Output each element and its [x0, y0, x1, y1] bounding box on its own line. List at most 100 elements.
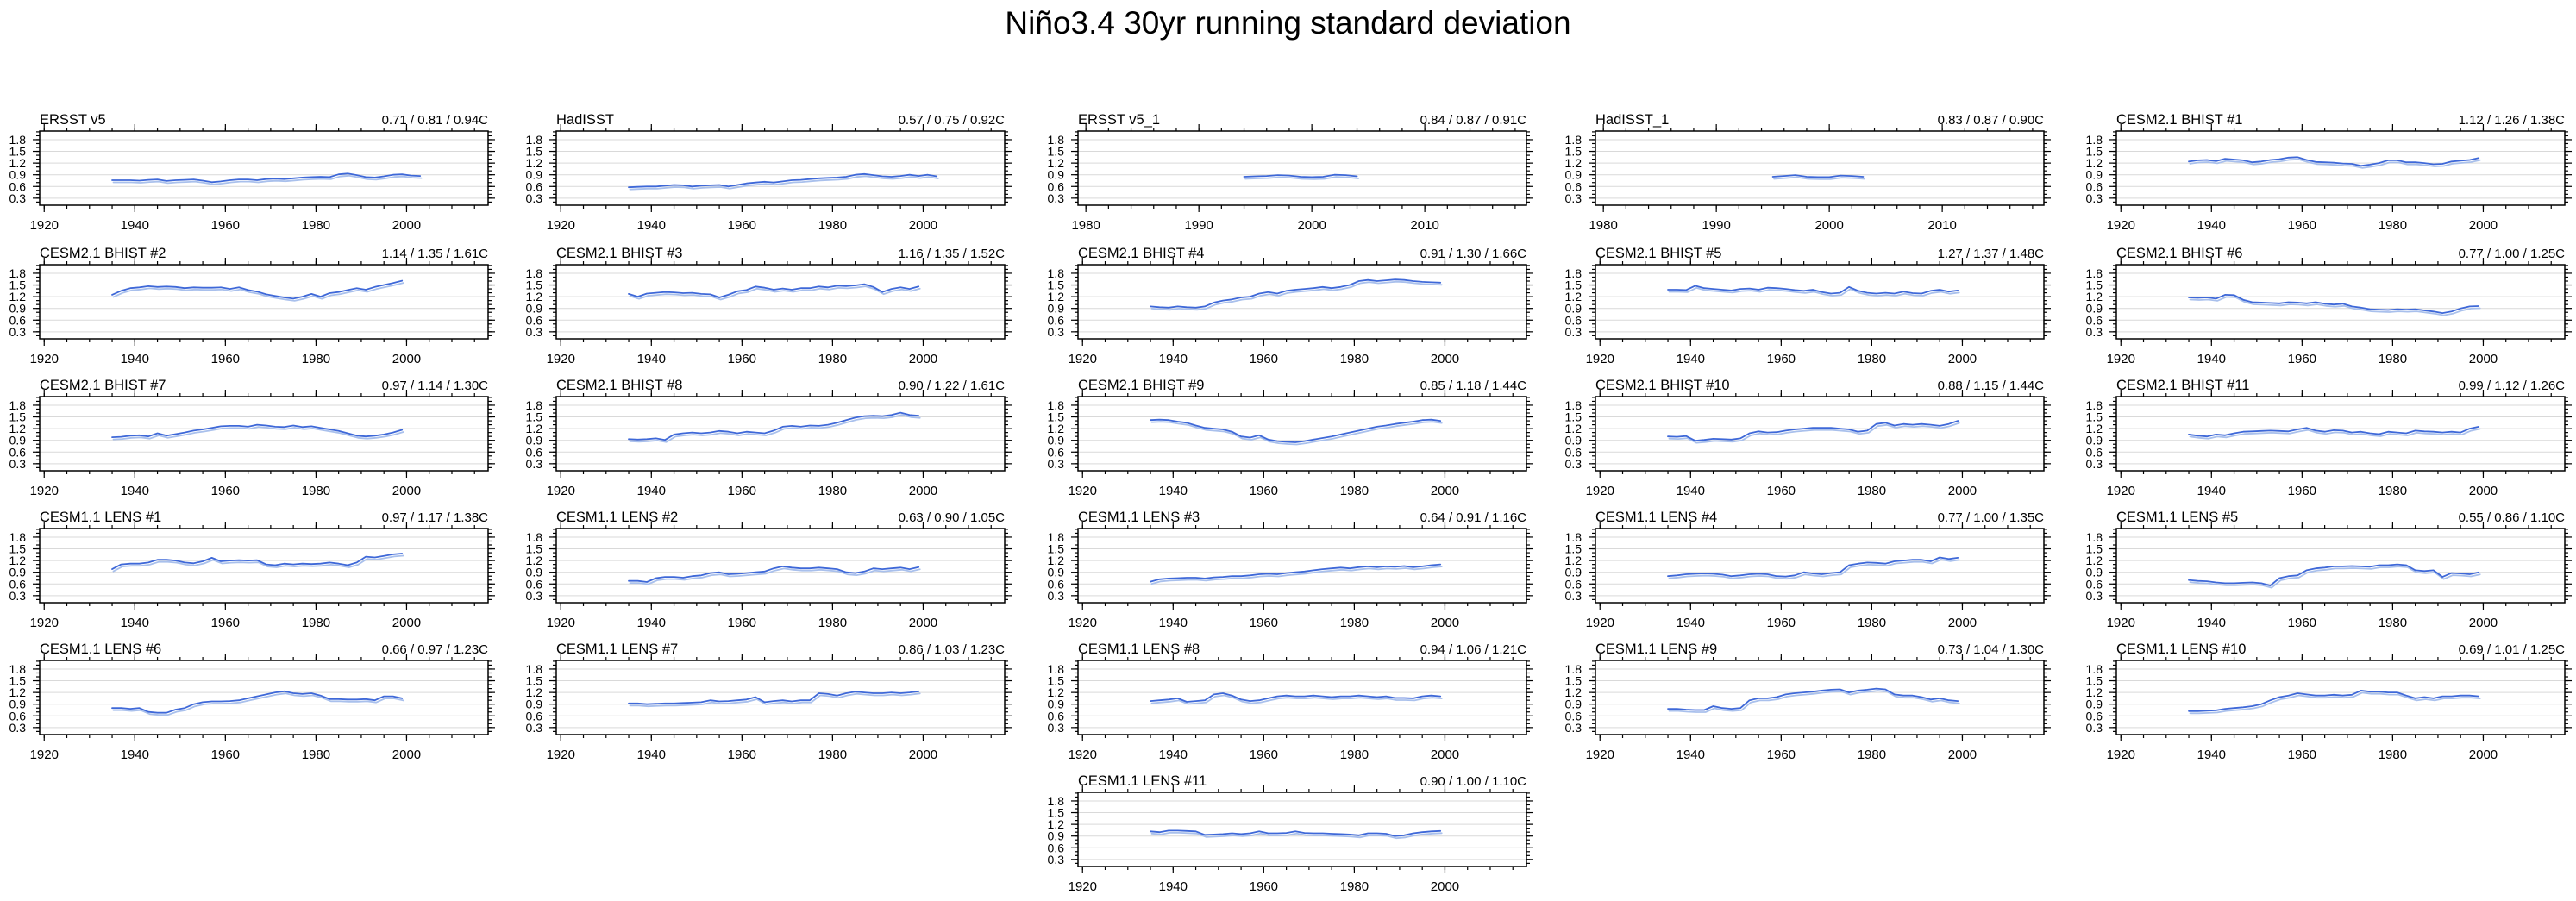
- panel-stats-min-mean-max: 1.27 / 1.37 / 1.48C: [1938, 247, 2045, 261]
- panel-title: CESM2.1 BHIST #3: [556, 246, 682, 261]
- x-tick-label: 1980: [302, 484, 330, 498]
- x-tick-label: 1980: [2379, 352, 2407, 366]
- panel-cesm2-1-bhist-11: CESM2.1 BHIST #11 0.99 / 1.12 / 1.26C 0.3 0…: [2077, 369, 2576, 504]
- panel-title: ERSST v5: [40, 112, 106, 128]
- x-tick-label: 1940: [2197, 484, 2226, 498]
- y-tick-label: 0.6: [2086, 709, 2103, 723]
- x-tick-label: 1980: [1340, 748, 1369, 762]
- y-tick-label: 0.9: [9, 302, 27, 316]
- x-tick-label: 1960: [1250, 616, 1278, 630]
- x-tick-label: 1940: [1677, 352, 1705, 366]
- panel-title: CESM1.1 LENS #4: [1595, 510, 1717, 525]
- x-tick-label: 1940: [2197, 218, 2226, 233]
- stddev-line-echo: [629, 567, 921, 585]
- panel-hadisst: HadISST 0.57 / 0.75 / 0.92C 0.3 0.6 0.9 1.2 1.…: [517, 103, 1018, 239]
- panel-title: CESM2.1 BHIST #10: [1595, 378, 1730, 393]
- x-tick-label: 1980: [818, 616, 847, 630]
- x-tick-label: 1920: [1069, 748, 1097, 762]
- stddev-line-echo: [1244, 176, 1359, 180]
- y-tick-label: 1.8: [1048, 530, 1065, 544]
- x-tick-label: 1920: [2107, 748, 2135, 762]
- y-tick-label: 0.9: [1565, 566, 1583, 579]
- stddev-line-echo: [112, 692, 404, 716]
- panel-cesm2-1-bhist-10: CESM2.1 BHIST #10 0.88 / 1.15 / 1.44C 0.3 0…: [1556, 369, 2058, 504]
- panel-plot: CESM1.1 LENS #1 0.97 / 1.17 / 1.38C 0.30.6…: [9, 510, 495, 630]
- stddev-line-echo: [112, 426, 404, 441]
- y-tick-label: 0.6: [1565, 313, 1583, 327]
- panel-cesm2-1-bhist-4: CESM2.1 BHIST #4 0.91 / 1.30 / 1.66C 0.3 0.…: [1038, 237, 1540, 372]
- panel-title: CESM2.1 BHIST #11: [2116, 378, 2249, 393]
- x-tick-label: 2000: [2469, 218, 2498, 233]
- x-tick-label: 2000: [909, 616, 937, 630]
- y-tick-label: 1.2: [9, 685, 27, 699]
- y-tick-label: 0.9: [526, 168, 543, 182]
- panel-title: CESM1.1 LENS #7: [556, 641, 678, 657]
- x-tick-label: 1980: [302, 352, 330, 366]
- x-tick-label: 1960: [211, 352, 240, 366]
- x-tick-label: 1920: [1586, 484, 1614, 498]
- y-tick-label: 1.8: [2086, 133, 2103, 147]
- x-tick-label: 2000: [1297, 218, 1326, 233]
- y-tick-label: 1.5: [1048, 145, 1065, 159]
- y-tick-label: 1.8: [1048, 266, 1065, 280]
- panel-plot: CESM1.1 LENS #5 0.55 / 0.86 / 1.10C 0.30.6…: [2086, 510, 2572, 630]
- stddev-line-echo: [1668, 690, 1960, 713]
- y-tick-label: 1.8: [1048, 133, 1065, 147]
- stddev-line: [628, 172, 938, 189]
- y-tick-label: 0.6: [1048, 577, 1065, 591]
- x-tick-label: 1940: [637, 218, 666, 233]
- y-tick-label: 0.3: [1048, 325, 1065, 339]
- y-tick-label: 1.5: [2086, 674, 2103, 688]
- x-tick-label: 1990: [1184, 218, 1213, 233]
- y-tick-label: 1.2: [526, 685, 543, 699]
- y-tick-label: 1.5: [9, 145, 27, 159]
- y-tick-label: 1.5: [526, 410, 543, 424]
- y-tick-label: 1.5: [1565, 674, 1583, 688]
- y-tick-label: 1.8: [2086, 530, 2103, 544]
- x-tick-label: 1960: [2288, 218, 2316, 233]
- y-tick-label: 0.3: [1048, 853, 1065, 867]
- panel-stats-min-mean-max: 0.85 / 1.18 / 1.44C: [1420, 379, 1527, 393]
- stddev-line-echo: [629, 175, 939, 191]
- y-tick-label: 0.9: [9, 168, 27, 182]
- stddev-line: [628, 283, 920, 298]
- x-tick-label: 1920: [30, 748, 59, 762]
- y-tick-label: 0.9: [1565, 698, 1583, 711]
- panel-plot: CESM1.1 LENS #11 0.90 / 1.00 / 1.10C0.30.…: [1048, 773, 1533, 894]
- x-tick-label: 1940: [121, 616, 149, 630]
- x-tick-label: 2000: [1431, 748, 1459, 762]
- panel-stats-min-mean-max: 0.63 / 0.90 / 1.05C: [899, 510, 1006, 525]
- x-tick-label: 1960: [728, 616, 756, 630]
- panel-cesm1-1-lens-4: CESM1.1 LENS #4 0.77 / 1.00 / 1.35C 0.3 0.6…: [1556, 501, 2058, 636]
- y-tick-label: 0.6: [1565, 179, 1583, 193]
- panel-cesm1-1-lens-1: CESM1.1 LENS #1 0.97 / 1.17 / 1.38C 0.3 0.6…: [0, 501, 502, 636]
- y-tick-label: 0.9: [526, 434, 543, 447]
- panel-cesm1-1-lens-6: CESM1.1 LENS #6 0.66 / 0.97 / 1.23C 0.3 0.6…: [0, 633, 502, 768]
- y-tick-label: 1.2: [526, 290, 543, 303]
- stddev-line-echo: [1668, 422, 1960, 444]
- y-tick-label: 1.2: [1565, 554, 1583, 567]
- y-tick-label: 1.8: [1048, 662, 1065, 676]
- y-tick-label: 0.3: [2086, 721, 2103, 735]
- panel-title: CESM1.1 LENS #8: [1078, 641, 1200, 657]
- y-tick-label: 0.9: [526, 566, 543, 579]
- x-tick-label: 1920: [547, 484, 575, 498]
- y-tick-label: 0.9: [1565, 434, 1583, 447]
- y-tick-label: 1.2: [1048, 156, 1065, 170]
- panel-plot: CESM2.1 BHIST #4 0.91 / 1.30 / 1.66C0.30.…: [1048, 246, 1533, 366]
- x-tick-label: 1980: [1340, 879, 1369, 894]
- y-tick-label: 1.5: [1048, 806, 1065, 820]
- x-tick-label: 1920: [2107, 484, 2135, 498]
- x-tick-label: 1960: [1250, 748, 1278, 762]
- panel-stats-min-mean-max: 0.83 / 0.87 / 0.90C: [1938, 113, 2045, 128]
- panel-title: CESM1.1 LENS #1: [40, 510, 161, 525]
- x-tick-label: 1960: [728, 218, 756, 233]
- panel-plot: CESM2.1 BHIST #2 1.14 / 1.35 / 1.61C0.30.…: [9, 246, 495, 366]
- y-tick-label: 0.9: [2086, 566, 2103, 579]
- y-tick-label: 0.6: [1048, 841, 1065, 854]
- y-tick-label: 0.9: [2086, 302, 2103, 316]
- panel-stats-min-mean-max: 0.99 / 1.12 / 1.26C: [2459, 379, 2566, 393]
- x-tick-label: 2000: [1948, 352, 1977, 366]
- panel-cesm2-1-bhist-3: CESM2.1 BHIST #3 1.16 / 1.35 / 1.52C 0.3 0.…: [517, 237, 1018, 372]
